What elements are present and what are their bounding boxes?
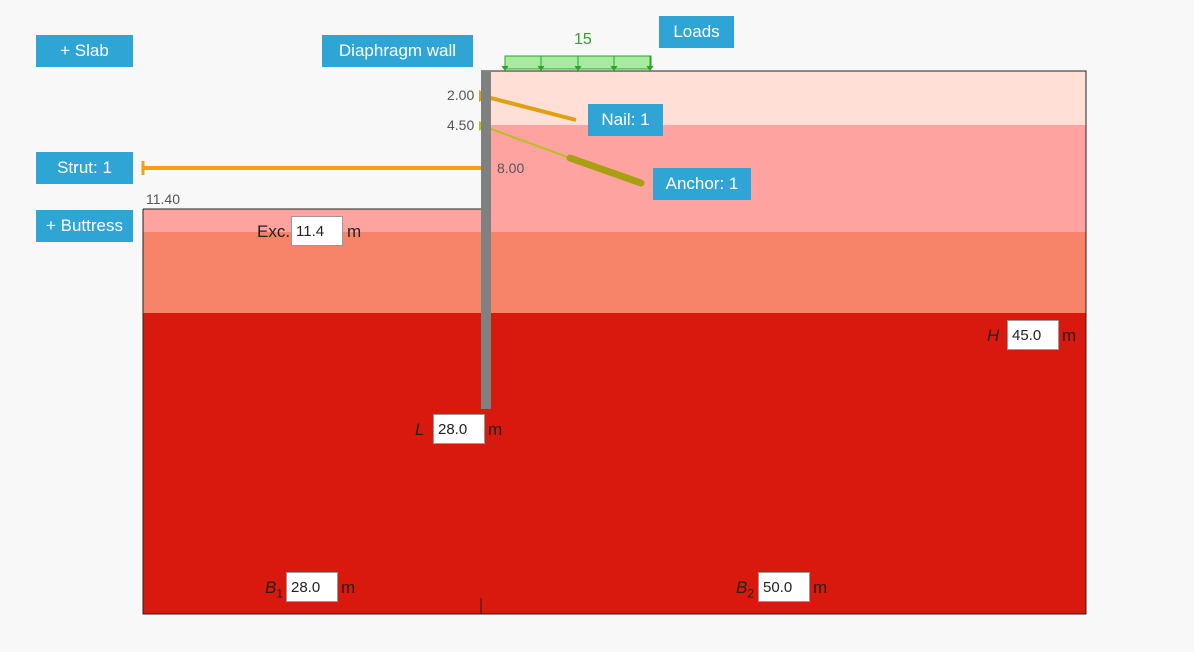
domain-outline bbox=[142, 70, 1087, 615]
strut[interactable] bbox=[141, 161, 481, 175]
b2-unit: m bbox=[813, 578, 828, 597]
diaphragm-wall-button[interactable]: Diaphragm wall bbox=[322, 35, 473, 67]
wall-length-unit: m bbox=[488, 420, 503, 439]
anchor-level-label: 4.50 bbox=[447, 117, 475, 133]
height-input[interactable] bbox=[1007, 320, 1059, 350]
wall-length-label: L bbox=[415, 420, 425, 439]
excavation-depth-input[interactable] bbox=[291, 216, 343, 246]
b2-label: B2 bbox=[736, 578, 755, 601]
strut-button[interactable]: Strut: 1 bbox=[36, 152, 133, 184]
soil-layer-4-left[interactable] bbox=[143, 313, 481, 614]
strut-level-label: 8.00 bbox=[497, 160, 525, 176]
b1-label: B1 bbox=[265, 578, 284, 601]
b1-unit: m bbox=[341, 578, 356, 597]
add-slab-button[interactable]: + Slab bbox=[36, 35, 133, 67]
add-buttress-button[interactable]: + Buttress bbox=[36, 210, 133, 242]
soil-layer-2-right[interactable] bbox=[481, 125, 1086, 232]
soil-layer-1-right[interactable] bbox=[481, 71, 1086, 125]
load-value-label: 15 bbox=[574, 31, 592, 48]
anchor-button[interactable]: Anchor: 1 bbox=[653, 168, 751, 200]
nail-level-label: 2.00 bbox=[447, 87, 475, 103]
loads-button[interactable]: Loads bbox=[659, 16, 734, 48]
diaphragm-wall[interactable] bbox=[481, 71, 491, 409]
excavation-level-label: 11.40 bbox=[146, 191, 180, 207]
b1-width-input[interactable] bbox=[286, 572, 338, 602]
excavation-unit: m bbox=[347, 222, 362, 241]
soil-layer-3-right[interactable] bbox=[481, 232, 1086, 313]
height-unit: m bbox=[1062, 326, 1077, 345]
nail-button[interactable]: Nail: 1 bbox=[588, 104, 663, 136]
surface-load[interactable] bbox=[501, 55, 654, 71]
height-label: H bbox=[987, 326, 1000, 345]
wall-length-input[interactable] bbox=[433, 414, 485, 444]
soil-layer-4-right[interactable] bbox=[481, 313, 1086, 614]
excavation-label: Exc. bbox=[257, 222, 291, 241]
b2-width-input[interactable] bbox=[758, 572, 810, 602]
